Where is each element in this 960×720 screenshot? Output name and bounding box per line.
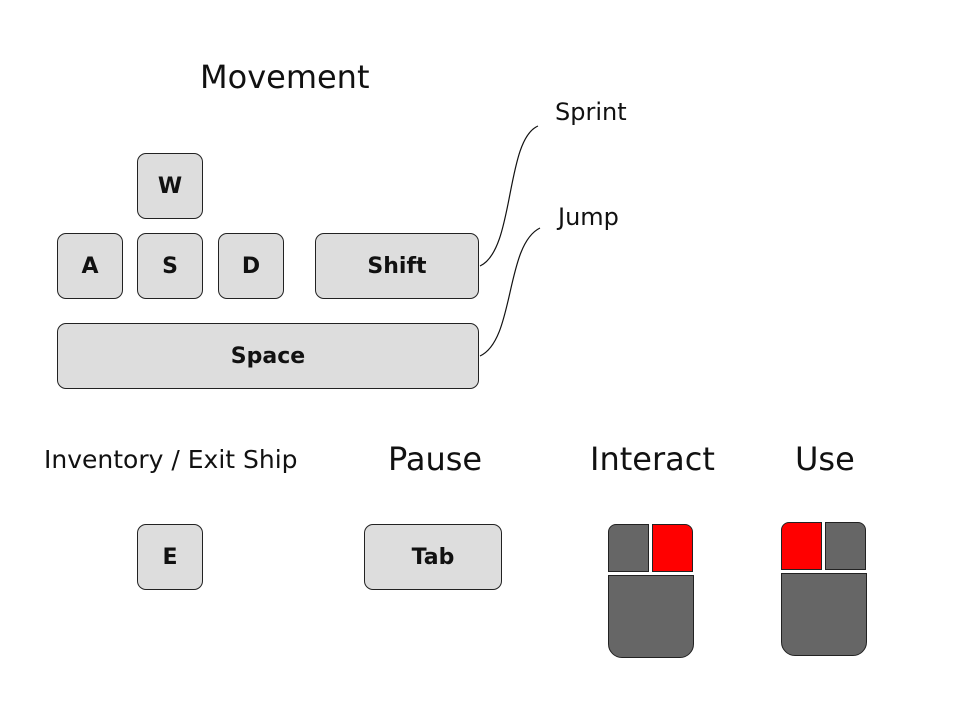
interact-mouse-left-button: [608, 524, 649, 572]
interact-mouse-icon: [608, 524, 694, 658]
interact-heading: Interact: [590, 440, 715, 478]
movement-heading: Movement: [200, 58, 370, 96]
sprint-label: Sprint: [555, 98, 627, 126]
interact-mouse-body: [608, 575, 694, 658]
use-mouse-body: [781, 573, 867, 656]
key-s: S: [137, 233, 203, 299]
jump-label: Jump: [558, 203, 619, 231]
key-tab: Tab: [364, 524, 502, 590]
use-mouse-icon: [781, 522, 867, 656]
key-shift: Shift: [315, 233, 479, 299]
use-mouse-right-button: [825, 522, 866, 570]
key-w: W: [137, 153, 203, 219]
jump-connector: [479, 227, 541, 357]
interact-mouse-right-button: [652, 524, 693, 572]
use-mouse-left-button: [781, 522, 822, 570]
inventory-heading: Inventory / Exit Ship: [44, 445, 298, 474]
key-e: E: [137, 524, 203, 590]
pause-heading: Pause: [388, 440, 483, 478]
key-space: Space: [57, 323, 479, 389]
key-d: D: [218, 233, 284, 299]
key-a: A: [57, 233, 123, 299]
sprint-connector: [479, 125, 539, 267]
use-heading: Use: [795, 440, 855, 478]
